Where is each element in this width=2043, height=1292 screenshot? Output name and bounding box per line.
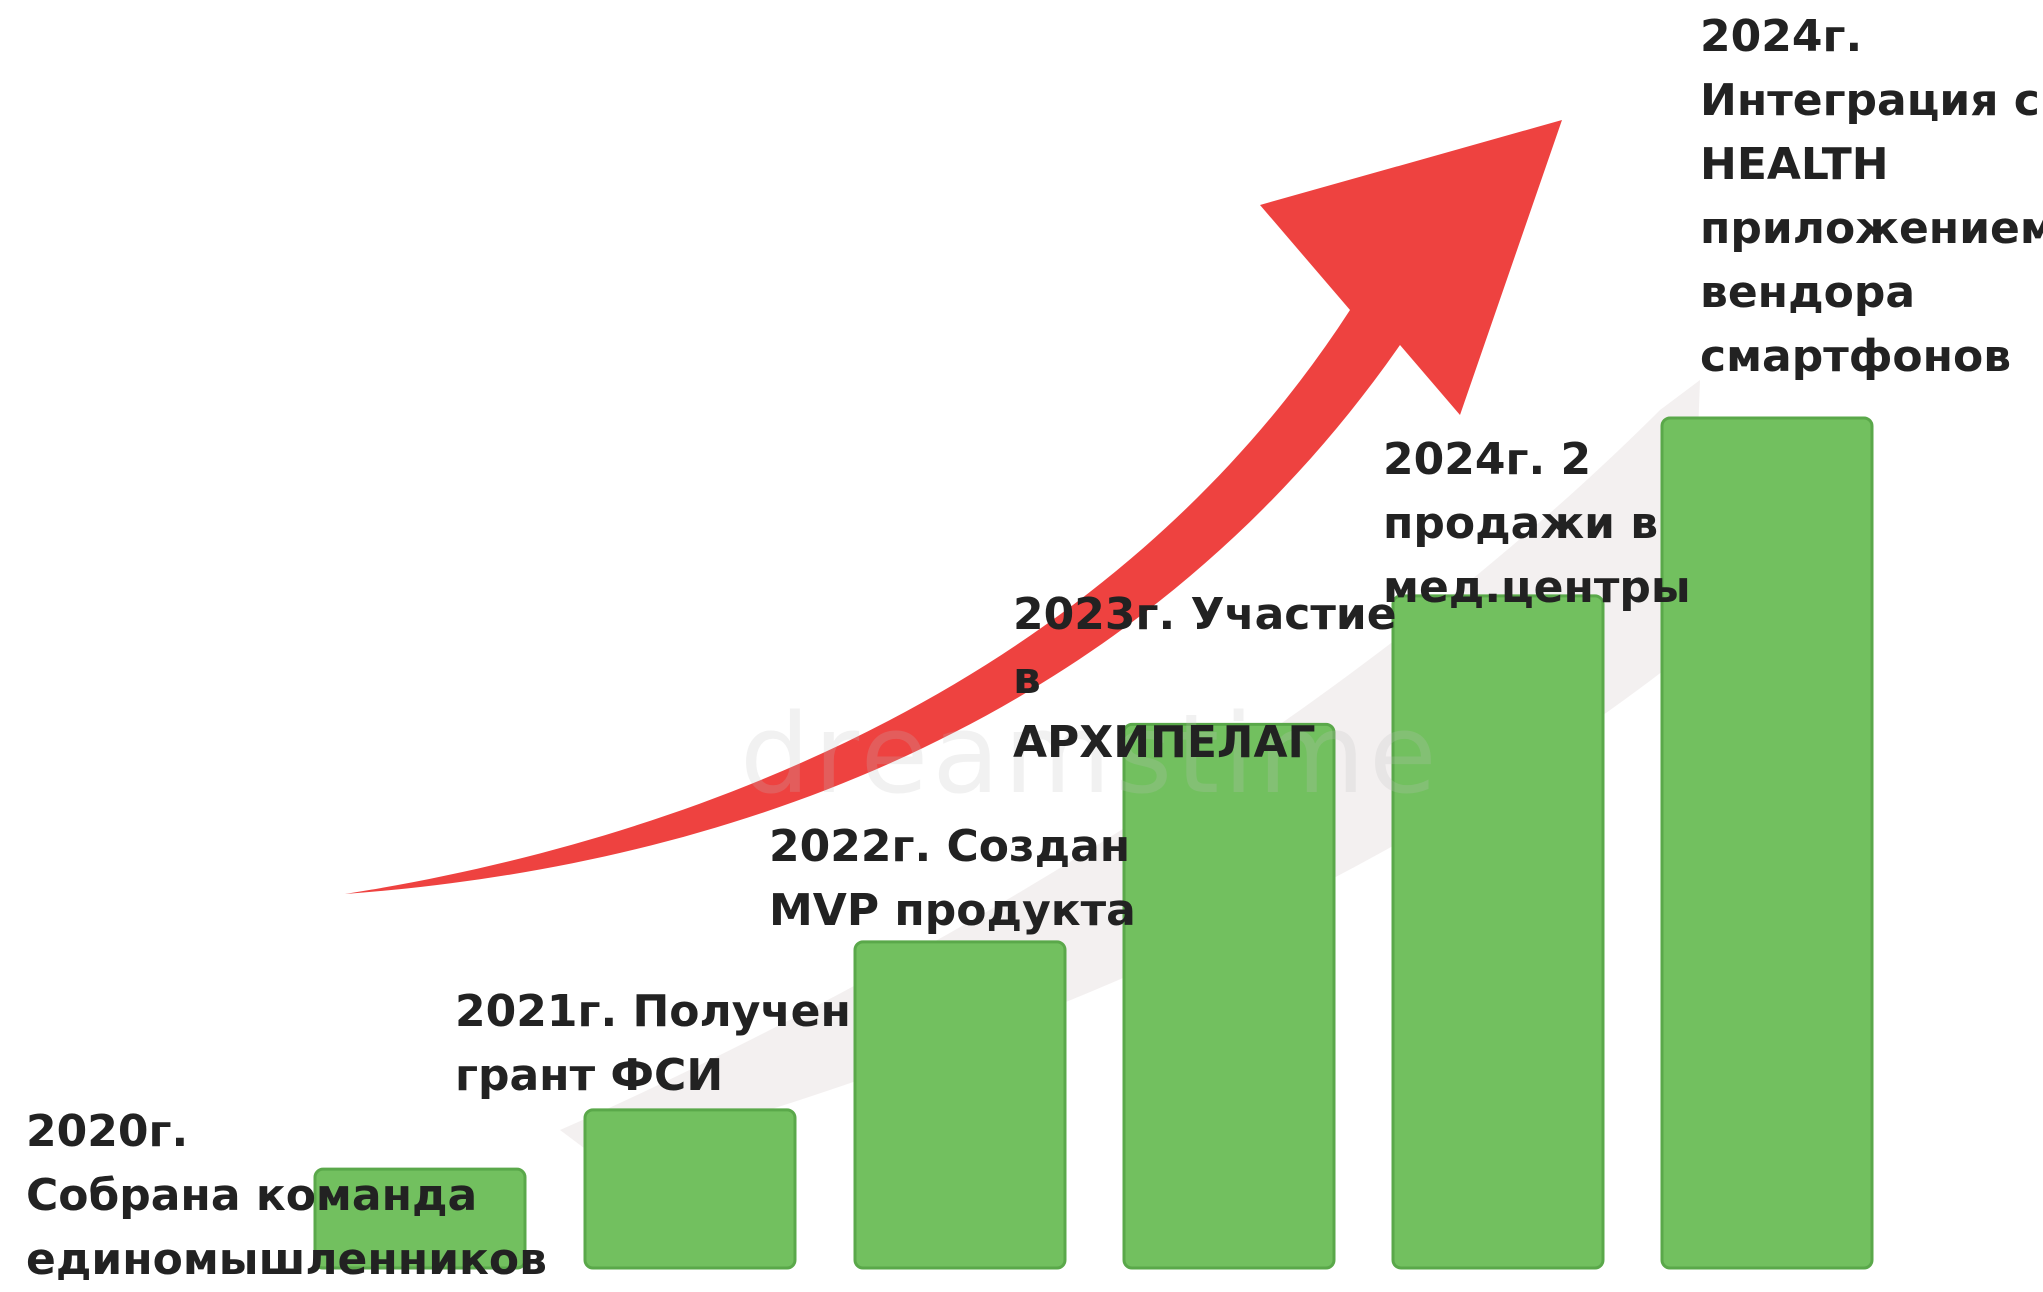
watermark-text: dreamstime (740, 690, 1441, 818)
bar-5 (1660, 416, 1874, 1270)
milestone-label-2024-integration: 2024г. Интеграция с HEALTH приложением в… (1700, 11, 2043, 382)
milestone-label-2023: 2023г. Участие в АРХИПЕЛАГ (1013, 589, 1397, 768)
bar-group (313, 416, 1874, 1270)
bar-3 (1122, 722, 1336, 1270)
growth-arrow (345, 120, 1562, 894)
bar-0 (313, 1167, 527, 1270)
milestone-label-2022: 2022г. Создан MVP продукта (769, 821, 1136, 936)
milestone-label-2020: 2020г. Собрана команда единомышленников (26, 1106, 547, 1285)
milestone-label-2024-sales: 2024г. 2 продажи в мед.центры (1383, 434, 1691, 613)
bar-2 (853, 940, 1067, 1270)
bar-1 (583, 1108, 797, 1270)
bar-4 (1391, 594, 1605, 1270)
milestone-label-2021: 2021г. Получен грант ФСИ (455, 986, 851, 1101)
